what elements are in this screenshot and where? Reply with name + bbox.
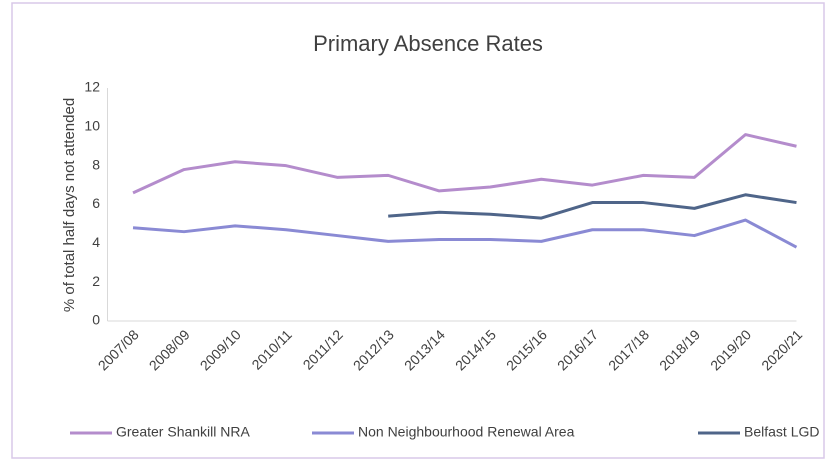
y-axis-label: % of total half days not attended xyxy=(61,98,78,312)
y-tick-label: 2 xyxy=(92,273,100,289)
y-tick-label: 0 xyxy=(92,312,100,328)
y-tick-label: 12 xyxy=(84,79,100,95)
series-line xyxy=(132,218,798,249)
y-tick-label: 6 xyxy=(92,195,100,211)
y-tick-label: 10 xyxy=(84,118,100,134)
legend-label: Non Neighbourhood Renewal Area xyxy=(358,424,575,440)
legend-label: Greater Shankill NRA xyxy=(116,424,250,440)
chart-border xyxy=(11,2,825,459)
y-tick-label: 4 xyxy=(92,234,100,250)
legend-label: Belfast LGD xyxy=(744,424,819,440)
series-line xyxy=(132,133,797,195)
y-tick-label: 8 xyxy=(92,156,100,172)
chart-title: Primary Absence Rates xyxy=(313,31,543,56)
series-line xyxy=(388,193,797,220)
